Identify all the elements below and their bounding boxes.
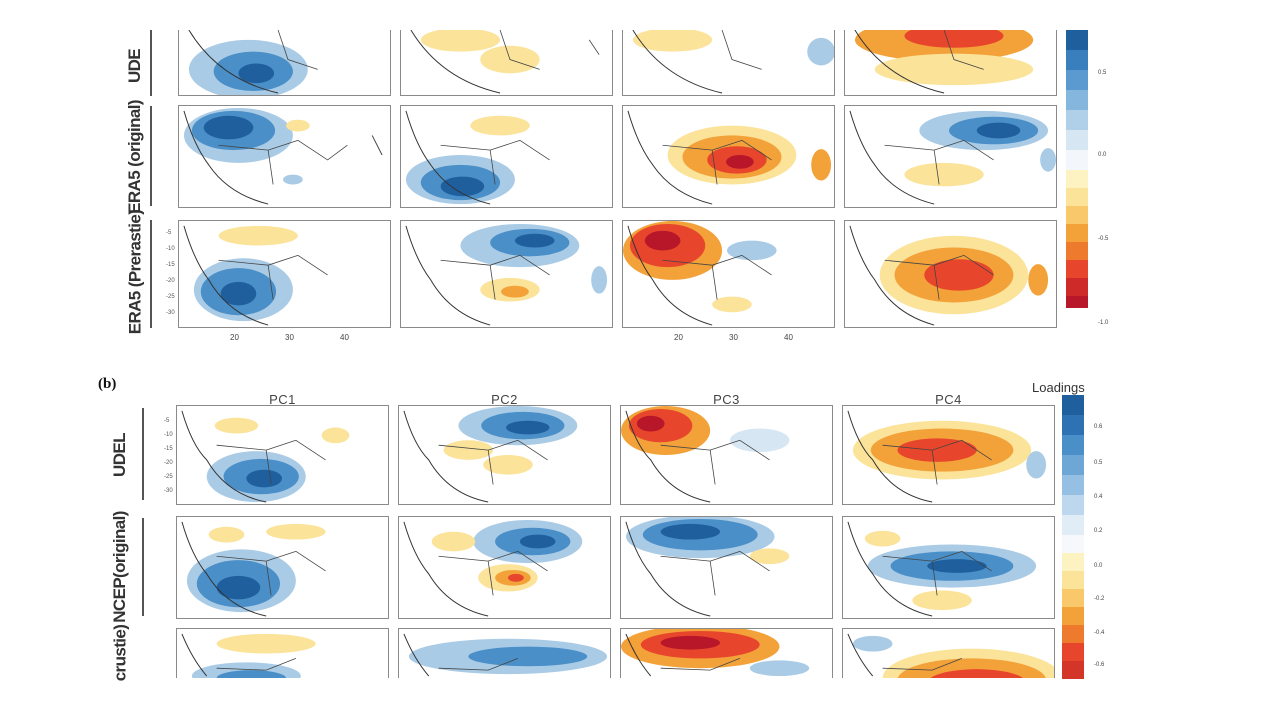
map-bottom-r1-c3 [620, 405, 833, 505]
column-title-pc1: PC1 [269, 392, 296, 407]
y-tick: -25 [164, 474, 173, 480]
x-tick: 30 [285, 333, 294, 342]
y-tick: -30 [166, 310, 175, 316]
colorbar-tick: 0.0 [1098, 152, 1107, 158]
map-bottom-r3-c2 [398, 628, 611, 678]
x-tick: 20 [674, 333, 683, 342]
row-divider [150, 30, 152, 96]
colorbar-tick: 0.0 [1094, 563, 1103, 569]
column-title-pc3: PC3 [713, 392, 740, 407]
map-top-r3-c2 [400, 220, 613, 328]
colorbar-tick: 0.4 [1094, 494, 1103, 500]
y-tick: -15 [166, 262, 175, 268]
row-divider [150, 106, 152, 206]
colorbar-top [1066, 30, 1088, 328]
map-bottom-r2-c1 [176, 516, 389, 619]
map-top-r2-c1 [178, 105, 391, 208]
map-bottom-r2-c2 [398, 516, 611, 619]
row-divider [142, 408, 144, 500]
map-bottom-r3-c1 [176, 628, 389, 678]
map-top-r3-c3 [622, 220, 835, 328]
map-top-r3-c1 [178, 220, 391, 328]
row-divider [150, 220, 152, 328]
y-tick: -15 [164, 446, 173, 452]
map-bottom-r1-c4 [842, 405, 1055, 505]
colorbar-tick: 0.6 [1094, 424, 1103, 430]
y-tick: -10 [164, 432, 173, 438]
y-tick: -5 [166, 230, 172, 236]
row-label-bottom-3: crustie) [110, 624, 130, 682]
row-label-top-3: ERA5 (Prerastie) [125, 209, 145, 335]
row-label-top-2: ERA5 (original) [125, 100, 145, 214]
x-tick: 20 [230, 333, 239, 342]
colorbar-bottom [1062, 395, 1084, 679]
x-tick: 30 [729, 333, 738, 342]
row-label-bottom-2: NCEP(original) [110, 511, 130, 623]
y-tick: -20 [166, 278, 175, 284]
map-top-r2-c4 [844, 105, 1057, 208]
map-bottom-r1-c2 [398, 405, 611, 505]
x-tick: 40 [784, 333, 793, 342]
column-title-pc4: PC4 [935, 392, 962, 407]
colorbar-tick: -1.0 [1098, 320, 1109, 326]
y-tick: -5 [164, 418, 170, 424]
panel-label-b: (b) [98, 376, 117, 392]
colorbar-tick: 0.5 [1098, 70, 1107, 76]
y-tick: -20 [164, 460, 173, 466]
colorbar-tick: -0.4 [1094, 630, 1105, 636]
row-label-top-1: UDE [125, 48, 144, 84]
column-title-pc2: PC2 [491, 392, 518, 407]
y-tick: -25 [166, 294, 175, 300]
map-bottom-r2-c3 [620, 516, 833, 619]
map-top-r1-c1 [178, 30, 391, 96]
map-bottom-r1-c1 [176, 405, 389, 505]
map-top-r1-c2 [400, 30, 613, 96]
map-top-r2-c3 [622, 105, 835, 208]
row-divider [142, 518, 144, 616]
x-tick: 40 [340, 333, 349, 342]
y-tick: -10 [166, 246, 175, 252]
map-top-r2-c2 [400, 105, 613, 208]
colorbar-tick: 0.2 [1094, 528, 1103, 534]
colorbar-tick: -0.6 [1094, 662, 1105, 668]
map-top-r1-c4 [844, 30, 1057, 96]
map-bottom-r3-c3 [620, 628, 833, 678]
map-bottom-r2-c4 [842, 516, 1055, 619]
colorbar-tick: -0.2 [1094, 596, 1105, 602]
y-tick: -30 [164, 488, 173, 494]
colorbar-tick: -0.5 [1098, 236, 1109, 242]
map-top-r1-c3 [622, 30, 835, 96]
map-top-r3-c4 [844, 220, 1057, 328]
colorbar-tick: 0.5 [1094, 460, 1103, 466]
row-label-bottom-1: UDEL [110, 433, 130, 477]
map-bottom-r3-c4 [842, 628, 1055, 678]
colorbar-title: Loadings [1032, 380, 1085, 395]
